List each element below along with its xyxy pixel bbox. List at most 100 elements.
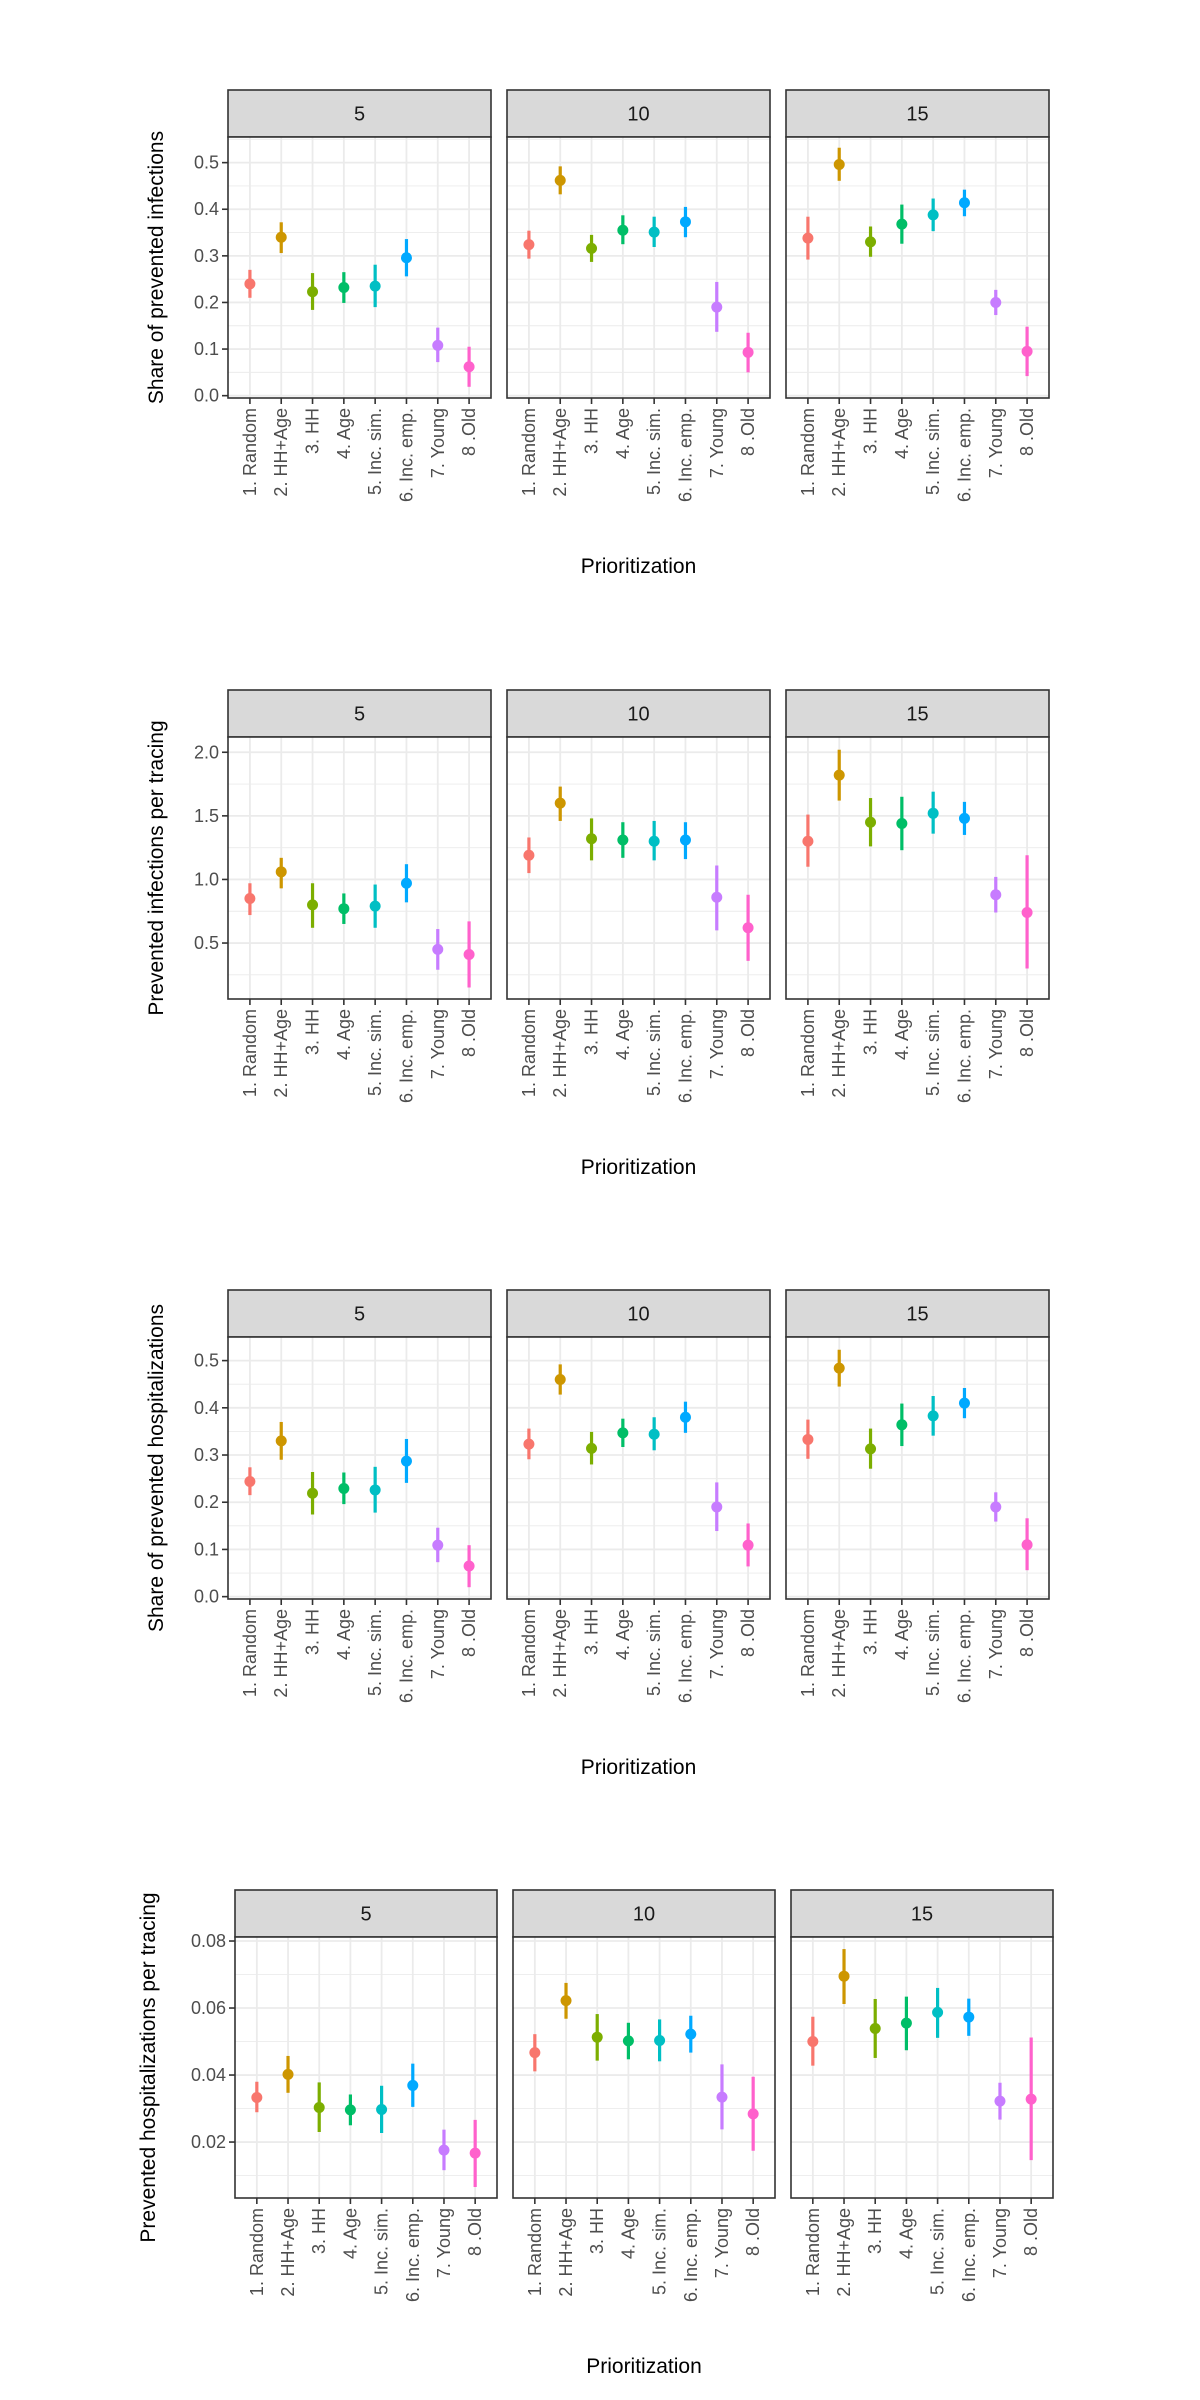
panel-background [228,1337,491,1599]
x-tick-label: 5. Inc. sim. [365,1009,385,1096]
facet-strip [506,1289,771,1338]
panel-border [234,1936,498,2199]
data-point [400,1455,412,1467]
facet-label: 10 [627,104,649,126]
data-point [586,833,598,845]
x-axis-title: Prioritization [581,1756,697,1779]
data-point [742,922,754,934]
x-tick-label: 5. Inc. sim. [644,408,664,495]
panel-15: 15 1. Random 2. HH+Age 3. HH 4. Age 5. Inc. s… [790,1889,1054,2302]
x-tick-label: 2. HH+Age [271,1009,291,1098]
facet-label: 10 [627,1304,649,1326]
facet-label: 15 [906,1304,928,1326]
y-axis-title: Prevented infections per tracing [145,720,168,1015]
y-axis-title: Share of prevented infections [145,131,168,404]
data-point [679,1411,691,1423]
data-point [400,877,412,889]
data-point [900,2017,912,2029]
data-point [865,236,877,248]
chart-1: Share of prevented infections 0.0 0.1 0.2 0.… [145,89,1050,578]
facet-strip [785,1289,1050,1338]
data-point [802,1433,814,1445]
data-point [994,2095,1006,2107]
y-tick-label: 0.5 [194,1351,219,1371]
facet-label: 5 [354,704,365,726]
data-point [838,1970,850,1982]
data-point [338,282,350,294]
panel-background [228,137,491,398]
panel-5: 5 1. Random 2. HH+Age 3. HH 4. Age 5. Inc. si… [227,689,492,1103]
chart-4: Prevented hospitalizations per tracing 0.… [137,1889,1054,2378]
panel-background [507,737,770,999]
data-point [244,278,256,290]
data-point [865,1443,877,1455]
facet-label: 5 [354,1304,365,1326]
y-tick-label: 0.3 [194,1445,219,1465]
panel-border [227,736,492,1000]
y-tick-label: 0.3 [194,246,219,266]
data-point [591,2031,603,2043]
data-point [802,835,814,847]
data-point [307,286,319,298]
data-point [307,1487,319,1499]
x-tick-label: 6. Inc. emp. [396,1009,416,1103]
y-tick-label: 0.06 [191,1998,226,2018]
x-tick-label: 2. HH+Age [550,408,570,497]
data-point [1021,907,1033,919]
data-point [617,1427,629,1439]
x-tick-label: 1. Random [519,1009,539,1097]
data-point [896,218,908,230]
x-tick-label: 3. HH [309,2208,329,2254]
x-tick-label: 6. Inc. emp. [675,1009,695,1103]
panel-5: 5 1. Random 2. HH+Age 3. HH 4. Age 5. Inc. si… [234,1889,498,2302]
facet-label: 15 [906,704,928,726]
x-tick-label: 5. Inc. sim. [923,1609,943,1696]
x-tick-label: 8 .Old [459,1009,479,1057]
data-point [807,2036,819,2048]
x-tick-label: 4. Age [892,1609,912,1660]
data-point [622,2035,634,2047]
y-tick-label: 0.08 [191,1931,226,1951]
data-point [529,2047,541,2059]
x-tick-label: 1. Random [247,2208,267,2296]
x-tick-label: 4. Age [896,2208,916,2259]
data-point [742,346,754,358]
x-tick-label: 8 .Old [1017,1009,1037,1057]
data-point [617,834,629,846]
panel-border [227,1336,492,1600]
data-point [958,197,970,209]
x-tick-label: 1. Random [798,1009,818,1097]
y-tick-label: 0.4 [194,199,219,219]
x-tick-label: 4. Age [334,1609,354,1660]
data-point [1021,345,1033,357]
data-point [407,2079,419,2091]
facet-label: 5 [360,1904,371,1926]
data-point [617,224,629,236]
panel-15: 15 1. Random 2. HH+Age 3. HH 4. Age 5. Inc. s… [785,89,1050,502]
data-point [554,174,566,186]
x-tick-label: 4. Age [340,2208,360,2259]
y-tick-label: 2.0 [194,742,219,762]
x-tick-label: 3. HH [861,408,881,454]
x-tick-label: 5. Inc. sim. [372,2208,392,2295]
panel-15: 15 1. Random 2. HH+Age 3. HH 4. Age 5. Inc. s… [785,689,1050,1103]
data-point [523,849,535,861]
y-tick-label: 0.1 [194,1539,219,1559]
data-point [990,1501,1002,1513]
chart-2: Prevented infections per tracing 0.5 1.0 1.… [145,689,1050,1179]
x-tick-label: 7. Young [707,1009,727,1079]
data-point [369,1484,381,1496]
facet-label: 10 [627,704,649,726]
data-point [432,339,444,351]
x-tick-label: 5. Inc. sim. [923,408,943,495]
data-point [654,2035,666,2047]
data-point [338,903,350,915]
data-point [958,1397,970,1409]
data-point [833,1362,845,1374]
x-tick-label: 7. Young [428,1609,448,1679]
y-tick-label: 0.1 [194,339,219,359]
data-point [275,231,287,243]
panel-border [506,136,771,399]
x-tick-label: 2. HH+Age [550,1609,570,1698]
data-point [307,899,319,911]
